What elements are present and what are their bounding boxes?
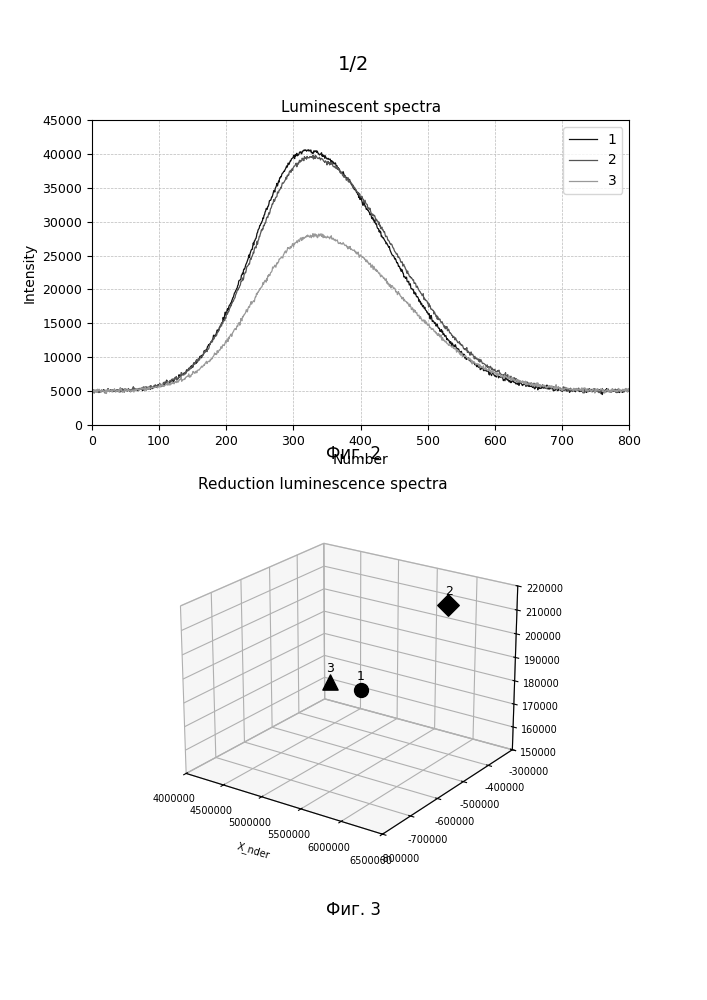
Text: Фиг. 3: Фиг. 3 — [326, 901, 381, 919]
X-axis label: X_nder: X_nder — [236, 841, 271, 861]
X-axis label: Number: Number — [333, 453, 388, 467]
1 — [325, 153, 333, 165]
3 — [508, 374, 516, 386]
3 — [88, 385, 96, 397]
1 — [625, 384, 633, 396]
3 — [518, 377, 526, 389]
2 — [143, 381, 151, 393]
2 — [625, 383, 633, 395]
3 — [309, 228, 317, 240]
1 — [457, 345, 466, 357]
1 — [304, 144, 312, 156]
3 — [143, 382, 151, 394]
3 — [625, 385, 633, 397]
2 — [309, 149, 317, 161]
Line: 3: 3 — [92, 234, 629, 394]
1 — [143, 383, 151, 395]
Y-axis label: Intensity: Intensity — [23, 242, 37, 303]
3 — [325, 233, 334, 245]
2 — [88, 385, 96, 397]
1 — [305, 145, 314, 157]
Text: Фиг. 2: Фиг. 2 — [326, 445, 381, 463]
2 — [517, 376, 525, 388]
3 — [305, 231, 314, 243]
2 — [507, 371, 515, 383]
3 — [457, 347, 466, 359]
Title: Luminescent spectra: Luminescent spectra — [281, 100, 440, 115]
1 — [507, 376, 515, 388]
Line: 1: 1 — [92, 150, 629, 395]
1 — [517, 377, 525, 389]
Legend: 1, 2, 3: 1, 2, 3 — [563, 127, 622, 194]
2 — [580, 387, 588, 399]
2 — [325, 157, 333, 169]
Text: 1/2: 1/2 — [338, 55, 369, 75]
2 — [305, 152, 313, 164]
3 — [103, 388, 111, 400]
Text: Reduction luminescence spectra: Reduction luminescence spectra — [199, 477, 448, 492]
1 — [598, 389, 607, 401]
2 — [457, 339, 466, 351]
Line: 2: 2 — [92, 155, 629, 393]
1 — [88, 385, 96, 397]
